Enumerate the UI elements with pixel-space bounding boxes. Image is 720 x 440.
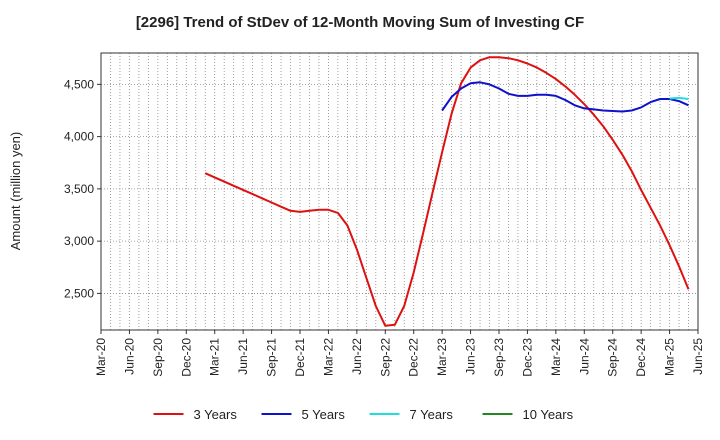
y-tick-label: 4,500 bbox=[64, 77, 94, 91]
y-axis-ticks: 2,500 3,000 3,500 4,000 4,500 bbox=[64, 77, 101, 300]
x-tick-label: Jun-25 bbox=[691, 338, 705, 375]
x-tick-label: Dec-22 bbox=[407, 338, 421, 377]
legend-label: 7 Years bbox=[410, 407, 454, 422]
x-tick-label: Jun-24 bbox=[577, 338, 591, 375]
series-line-3-years bbox=[204, 56, 690, 327]
x-tick-label: Dec-23 bbox=[520, 338, 534, 377]
legend-item: 3 Years bbox=[153, 407, 238, 422]
legend-item: 5 Years bbox=[261, 407, 346, 422]
legend-label: 5 Years bbox=[302, 407, 346, 422]
x-tick-label: Dec-24 bbox=[634, 338, 648, 377]
x-tick-label: Jun-22 bbox=[350, 338, 364, 375]
series-line-5-years bbox=[441, 81, 689, 113]
x-tick-label: Sep-24 bbox=[606, 338, 620, 377]
y-axis-title: Amount (million yen) bbox=[8, 132, 23, 251]
x-tick-label: Jun-20 bbox=[122, 338, 136, 375]
legend-item: 7 Years bbox=[369, 407, 454, 422]
x-tick-label: Sep-20 bbox=[151, 338, 165, 377]
x-tick-label: Mar-20 bbox=[94, 338, 108, 376]
x-tick-label: Mar-22 bbox=[321, 338, 335, 376]
x-tick-label: Mar-25 bbox=[663, 338, 677, 376]
legend-label: 3 Years bbox=[194, 407, 238, 422]
x-tick-label: Sep-21 bbox=[265, 338, 279, 377]
x-tick-label: Mar-23 bbox=[435, 338, 449, 376]
legend: 3 Years 5 Years 7 Years 10 Years bbox=[153, 407, 574, 422]
series-line-7-years bbox=[669, 96, 689, 100]
x-tick-label: Jun-23 bbox=[464, 338, 478, 375]
x-tick-label: Dec-21 bbox=[293, 338, 307, 377]
x-tick-label: Mar-21 bbox=[208, 338, 222, 376]
chart-title: [2296] Trend of StDev of 12-Month Moving… bbox=[135, 14, 585, 31]
plot-border bbox=[100, 52, 699, 331]
y-tick-label: 4,000 bbox=[64, 130, 94, 144]
series-lines bbox=[204, 56, 690, 327]
x-tick-label: Sep-23 bbox=[492, 338, 506, 377]
grid-lines bbox=[101, 53, 698, 330]
x-axis-ticks: Mar-20 Jun-20 Sep-20 Dec-20 Mar-21 Jun-21 Sep-… bbox=[94, 330, 705, 377]
legend-item: 10 Years bbox=[482, 407, 574, 422]
x-tick-label: Mar-24 bbox=[549, 338, 563, 376]
x-tick-label: Sep-22 bbox=[378, 338, 392, 377]
legend-label: 10 Years bbox=[523, 407, 574, 422]
plot-area bbox=[101, 53, 698, 330]
y-tick-label: 2,500 bbox=[64, 286, 94, 300]
y-tick-label: 3,000 bbox=[64, 234, 94, 248]
x-tick-label: Jun-21 bbox=[236, 338, 250, 375]
x-tick-label: Dec-20 bbox=[179, 338, 193, 377]
y-tick-label: 3,500 bbox=[64, 182, 94, 196]
